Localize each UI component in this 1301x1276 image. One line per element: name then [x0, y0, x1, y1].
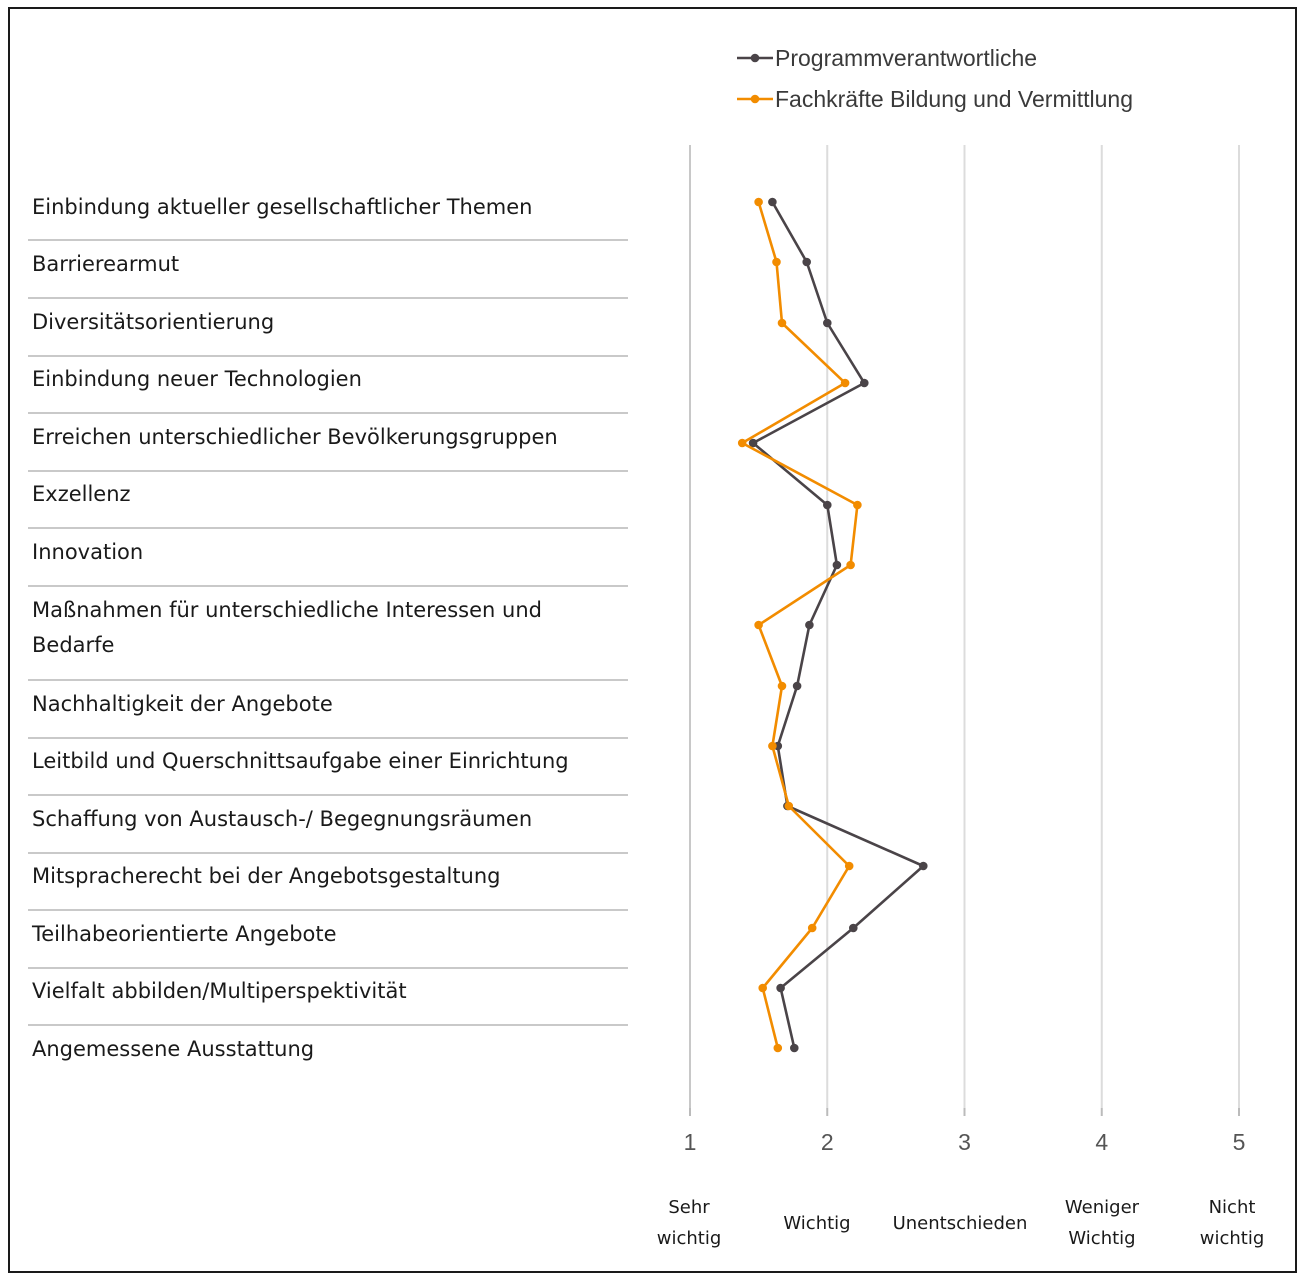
category-label: Angemessene Ausstattung: [32, 1037, 314, 1061]
x-tick-label: 3: [958, 1129, 971, 1155]
data-point-series-1: [790, 1043, 799, 1053]
category-label: Innovation: [32, 540, 143, 564]
data-point-series-2: [768, 741, 777, 751]
category-label: Schaffung von Austausch-/ Begegnungsräum…: [32, 807, 532, 831]
category-label: Vielfalt abbilden/Multiperspektivität: [32, 979, 407, 1003]
legend-marker-1: [750, 53, 760, 63]
data-point-series-1: [823, 500, 832, 510]
legend-label: Fachkräfte Bildung und Vermittlung: [775, 86, 1133, 112]
data-point-series-2: [846, 560, 855, 570]
legend-label: Programmverantwortliche: [775, 45, 1037, 71]
category-label: Einbindung aktueller gesellschaftlicher …: [32, 195, 532, 219]
data-point-series-2: [773, 1043, 783, 1053]
x-tick-label: 4: [1095, 1129, 1108, 1155]
scale-label: Weniger: [1065, 1197, 1140, 1218]
scale-label: Unentschieden: [893, 1213, 1028, 1234]
data-point-series-2: [784, 801, 794, 811]
data-point-series-2: [758, 983, 767, 993]
scale-label: Nicht: [1209, 1197, 1256, 1218]
data-point-series-2: [777, 318, 787, 328]
data-point-series-2: [737, 438, 747, 448]
category-label: Erreichen unterschiedlicher Bevölkerungs…: [32, 425, 558, 449]
x-tick-label: 5: [1233, 1129, 1246, 1155]
data-point-series-2: [844, 861, 854, 871]
chart-frame: [8, 7, 1297, 1273]
category-label: Barrierearmut: [32, 252, 179, 276]
scale-label: Sehr: [668, 1197, 710, 1218]
scale-label: wichtig: [1200, 1228, 1265, 1249]
category-label: Maßnahmen für unterschiedliche Interesse…: [32, 598, 542, 622]
data-point-series-2: [754, 197, 763, 207]
x-tick-label: 1: [684, 1129, 697, 1155]
category-label: Exzellenz: [32, 482, 131, 506]
data-point-series-1: [748, 438, 758, 448]
data-point-series-1: [805, 620, 814, 630]
data-point-series-1: [792, 681, 802, 691]
category-label: Bedarfe: [32, 633, 114, 657]
data-point-series-2: [853, 500, 862, 510]
data-point-series-1: [832, 560, 842, 570]
data-point-series-1: [849, 923, 858, 933]
data-point-series-2: [754, 620, 763, 630]
scale-label: wichtig: [657, 1228, 722, 1249]
category-label: Diversitätsorientierung: [32, 310, 274, 334]
data-point-series-2: [772, 257, 781, 267]
data-point-series-1: [823, 318, 832, 328]
legend-marker-2: [750, 94, 760, 104]
series-line-1: [751, 201, 925, 1049]
category-label: Mitspracherecht bei der Angebotsgestaltu…: [32, 864, 501, 888]
category-label: Leitbild und Querschnittsaufgabe einer E…: [32, 749, 569, 773]
data-point-series-1: [860, 378, 869, 388]
scale-label: Wichtig: [783, 1213, 850, 1234]
category-label: Einbindung neuer Technologien: [32, 367, 362, 391]
data-point-series-2: [807, 923, 817, 933]
data-point-series-1: [768, 197, 777, 207]
scale-label: Wichtig: [1068, 1228, 1135, 1249]
data-point-series-1: [919, 861, 928, 871]
x-tick-label: 2: [821, 1129, 834, 1155]
data-point-series-2: [840, 378, 850, 388]
category-label: Nachhaltigkeit der Angebote: [32, 692, 333, 716]
data-point-series-1: [802, 257, 811, 267]
data-point-series-1: [776, 983, 785, 993]
category-label: Teilhabeorientierte Angebote: [31, 922, 337, 946]
data-point-series-2: [777, 681, 787, 691]
